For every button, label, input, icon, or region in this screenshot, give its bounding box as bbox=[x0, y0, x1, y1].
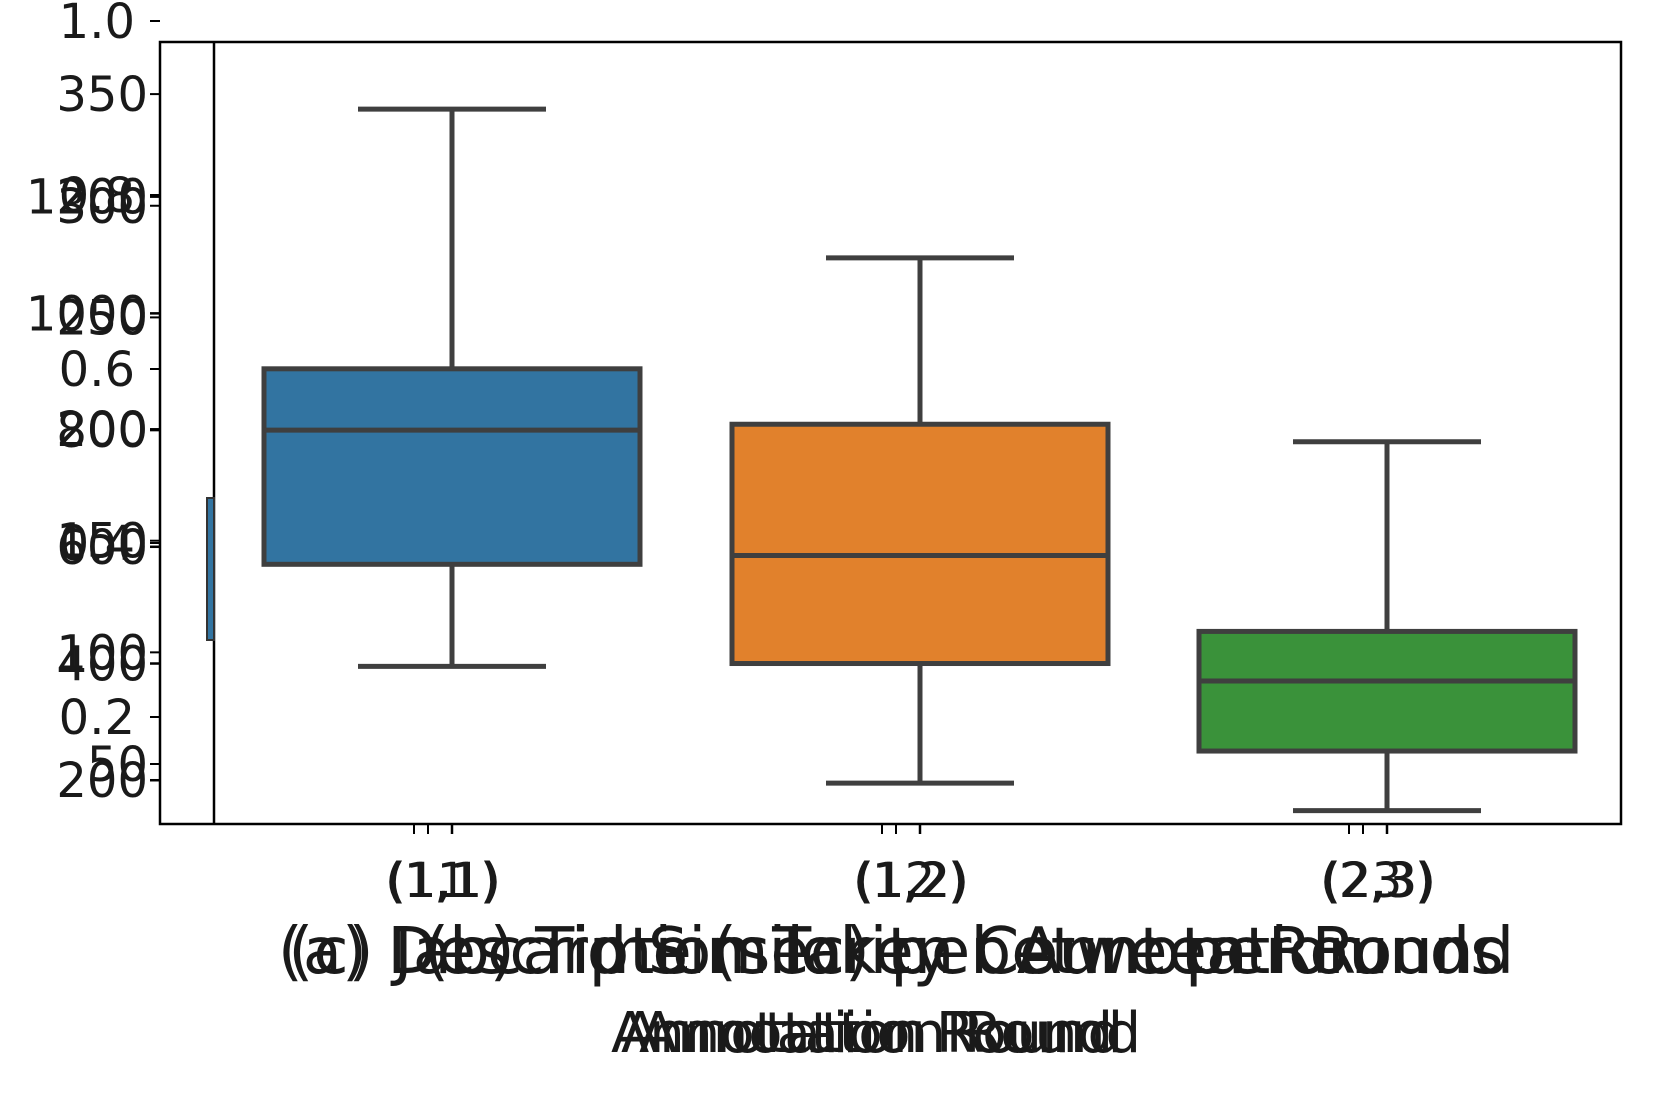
box-iqr bbox=[261, 366, 643, 567]
x-tick-label-c: (1,2) bbox=[853, 853, 967, 909]
y-tick-label-b: 400 bbox=[56, 637, 148, 693]
y-tick-label-b: 1200 bbox=[26, 170, 148, 226]
x-tick-label-c: (2,3) bbox=[1320, 853, 1434, 909]
x-tick-label-a: (1,1) bbox=[387, 853, 501, 909]
box-iqr bbox=[729, 421, 1111, 667]
panel-title-a: (a) Description Token Count per Round bbox=[278, 915, 1514, 989]
box-group-3 bbox=[1196, 439, 1578, 814]
x-tick-label-a: (2,3) bbox=[1322, 853, 1436, 909]
x-tick-label-c: (1,1) bbox=[385, 853, 499, 909]
y-tick-label-a: 350 bbox=[56, 67, 148, 123]
x-tick-label-b: 2 bbox=[905, 853, 936, 909]
y-tick-label-a: 250 bbox=[56, 290, 148, 346]
panel-a-layer: 50 100 150 200 250 300 350 (1,1) (1,2) (2,3) bbox=[56, 67, 1436, 909]
y-tick-label-a: 300 bbox=[56, 179, 148, 235]
panel-title-c: (c) Jaccard Similarity between Rounds bbox=[288, 915, 1503, 989]
y-tick-label-a: 50 bbox=[87, 737, 148, 793]
panel-b-layer: 200 400 600 800 1000 1200 1 2 3 bbox=[26, 106, 1578, 909]
background-layer: (c) Jaccard Similarity between Rounds(a)… bbox=[206, 42, 1514, 1066]
y-tick-label-c: 0.8 bbox=[59, 168, 135, 224]
y-tick-label-a: 100 bbox=[56, 625, 148, 681]
panel-c-layer: 0.2 0.4 0.6 0.8 1.0 (1,1) (1,2) (2,3) bbox=[59, 0, 1434, 909]
y-tick-label-a: 200 bbox=[56, 402, 148, 458]
y-tick-label-b: 600 bbox=[56, 520, 148, 576]
x-tick-label-b: 1 bbox=[437, 853, 468, 909]
y-tick-label-b: 800 bbox=[56, 403, 148, 459]
y-tick-label-c: 1.0 bbox=[59, 0, 135, 50]
y-tick-label-b: 200 bbox=[56, 753, 148, 809]
box-group-1 bbox=[261, 106, 643, 669]
x-tick-label-a: (1,2) bbox=[855, 853, 969, 909]
plot-frame bbox=[158, 40, 1623, 826]
partial-box-sliver bbox=[206, 497, 215, 641]
y-tick-label-b: 1000 bbox=[26, 286, 148, 342]
x-axis-label-c: Annotation Round bbox=[611, 1001, 1113, 1066]
y-tick-label-c: 0.6 bbox=[59, 342, 135, 398]
y-tick-label-c: 0.2 bbox=[59, 690, 135, 746]
box-group-2 bbox=[729, 255, 1111, 786]
y-tick-label-c: 0.4 bbox=[59, 516, 135, 572]
y-tick-label-a: 150 bbox=[56, 514, 148, 570]
panel-title-b: (b) Time (sec) per Annotation bbox=[424, 915, 1368, 989]
x-tick-label-b: 3 bbox=[1372, 853, 1403, 909]
x-axis-label-a: Annotation Round bbox=[621, 1001, 1123, 1066]
box-iqr bbox=[1196, 628, 1578, 754]
x-axis-label-b: Annotation Round bbox=[639, 1001, 1141, 1066]
